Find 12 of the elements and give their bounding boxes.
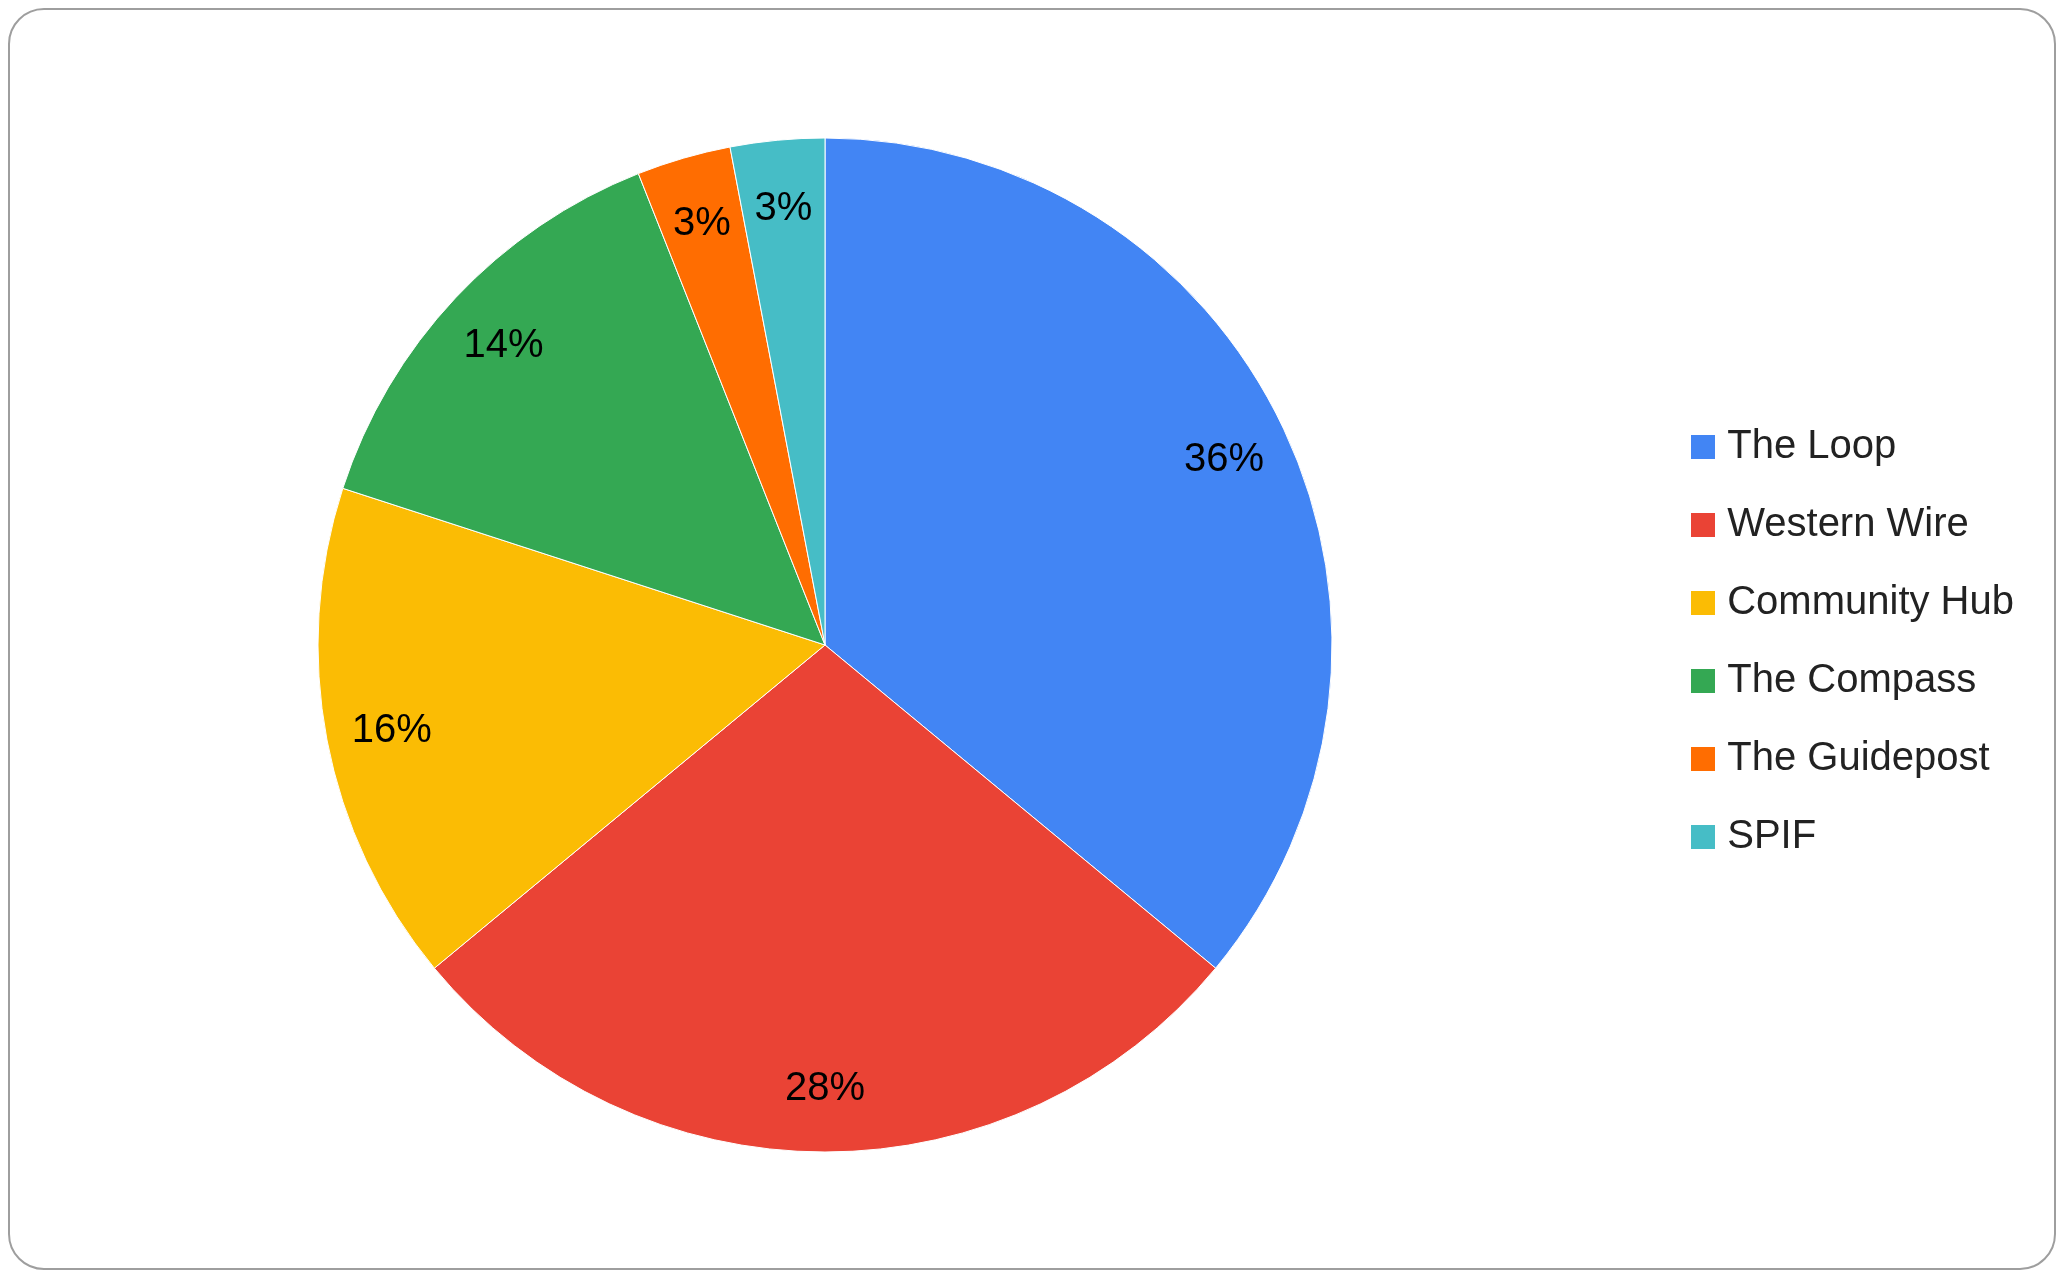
data-label: 3%	[754, 183, 813, 228]
legend-label: The Guidepost	[1727, 734, 1990, 778]
data-label: 36%	[1184, 435, 1265, 480]
legend-label: Western Wire	[1727, 500, 1969, 544]
data-label: 28%	[784, 1064, 866, 1109]
legend-label: Community Hub	[1727, 578, 2014, 622]
data-label: 16%	[351, 705, 432, 750]
data-label: 14%	[463, 321, 544, 366]
legend-label: The Compass	[1727, 656, 1977, 700]
legend-label: SPIF	[1727, 812, 1817, 856]
data-label: 3%	[673, 199, 731, 244]
legend-label: The Loop	[1727, 422, 1897, 466]
